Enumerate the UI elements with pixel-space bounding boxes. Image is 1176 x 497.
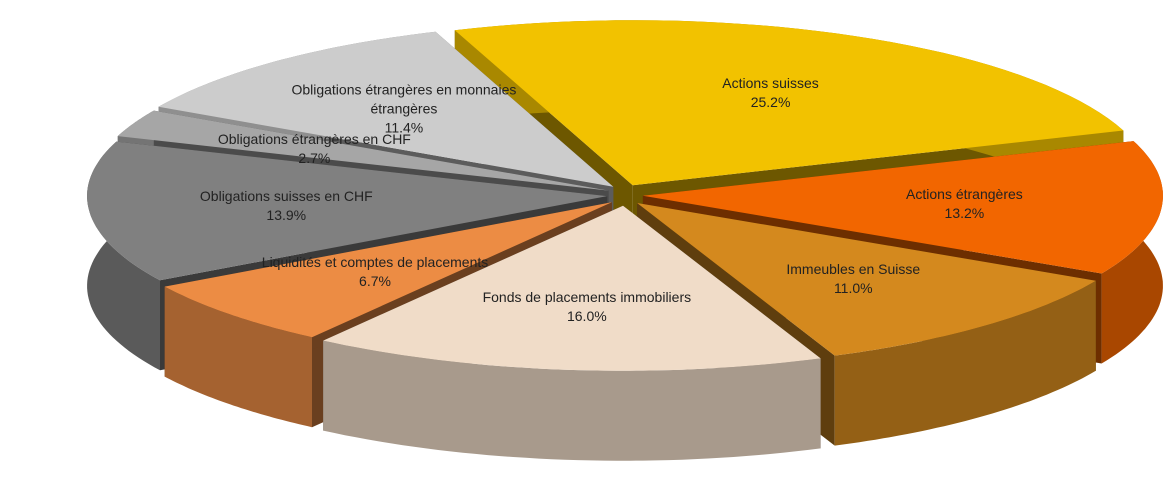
slice-label: Fonds de placements immobiliers 16.0% — [483, 288, 692, 326]
slice-side — [164, 286, 312, 428]
slice — [87, 141, 608, 281]
slice-side — [834, 280, 1096, 446]
slice — [323, 205, 821, 371]
slice-value: 13.2% — [944, 204, 985, 221]
slice-name: Actions suisses — [722, 74, 819, 91]
slice-label: Obligations étrangères en CHF 2.7% — [218, 130, 411, 168]
slice-label: Actions suisses 25.2% — [722, 74, 818, 112]
slice-value: 11.4% — [384, 119, 424, 136]
slice-name: Obligations suisses en CHF — [199, 188, 373, 205]
slice-name: Actions étrangères — [906, 185, 1023, 202]
slice-name: Fonds de placements immobiliers — [482, 289, 692, 306]
slice-label: Obligations suisses en CHF 13.9% — [200, 187, 373, 225]
slice-name: Obligations étrangères en CHF — [217, 130, 411, 147]
slice-label: Actions étrangères 13.2% — [906, 185, 1023, 223]
slice — [637, 203, 1096, 356]
slice-value: 25.2% — [750, 93, 791, 110]
slice — [158, 31, 614, 187]
slice-value: 11.0% — [833, 279, 873, 296]
slice — [117, 110, 609, 191]
slice-value: 2.7% — [298, 149, 331, 166]
slice — [454, 20, 1124, 186]
slice-label: Liquidités et comptes de placements 6.7% — [262, 253, 488, 291]
slice-side — [323, 340, 821, 461]
slice — [164, 202, 612, 338]
slice-name: Immeubles en Suisse — [786, 260, 921, 277]
slice-label: Obligations étrangères en monnaies étran… — [259, 80, 549, 137]
slice-name: Obligations étrangères en monnaies étran… — [291, 81, 517, 117]
slice-value: 16.0% — [566, 308, 607, 325]
slice-label: Immeubles en Suisse 11.0% — [786, 260, 920, 298]
slice-value: 6.7% — [359, 272, 391, 289]
slice-name: Liquidités et comptes de placements — [261, 253, 489, 270]
slice — [642, 141, 1163, 274]
slice-value: 13.9% — [266, 207, 307, 224]
